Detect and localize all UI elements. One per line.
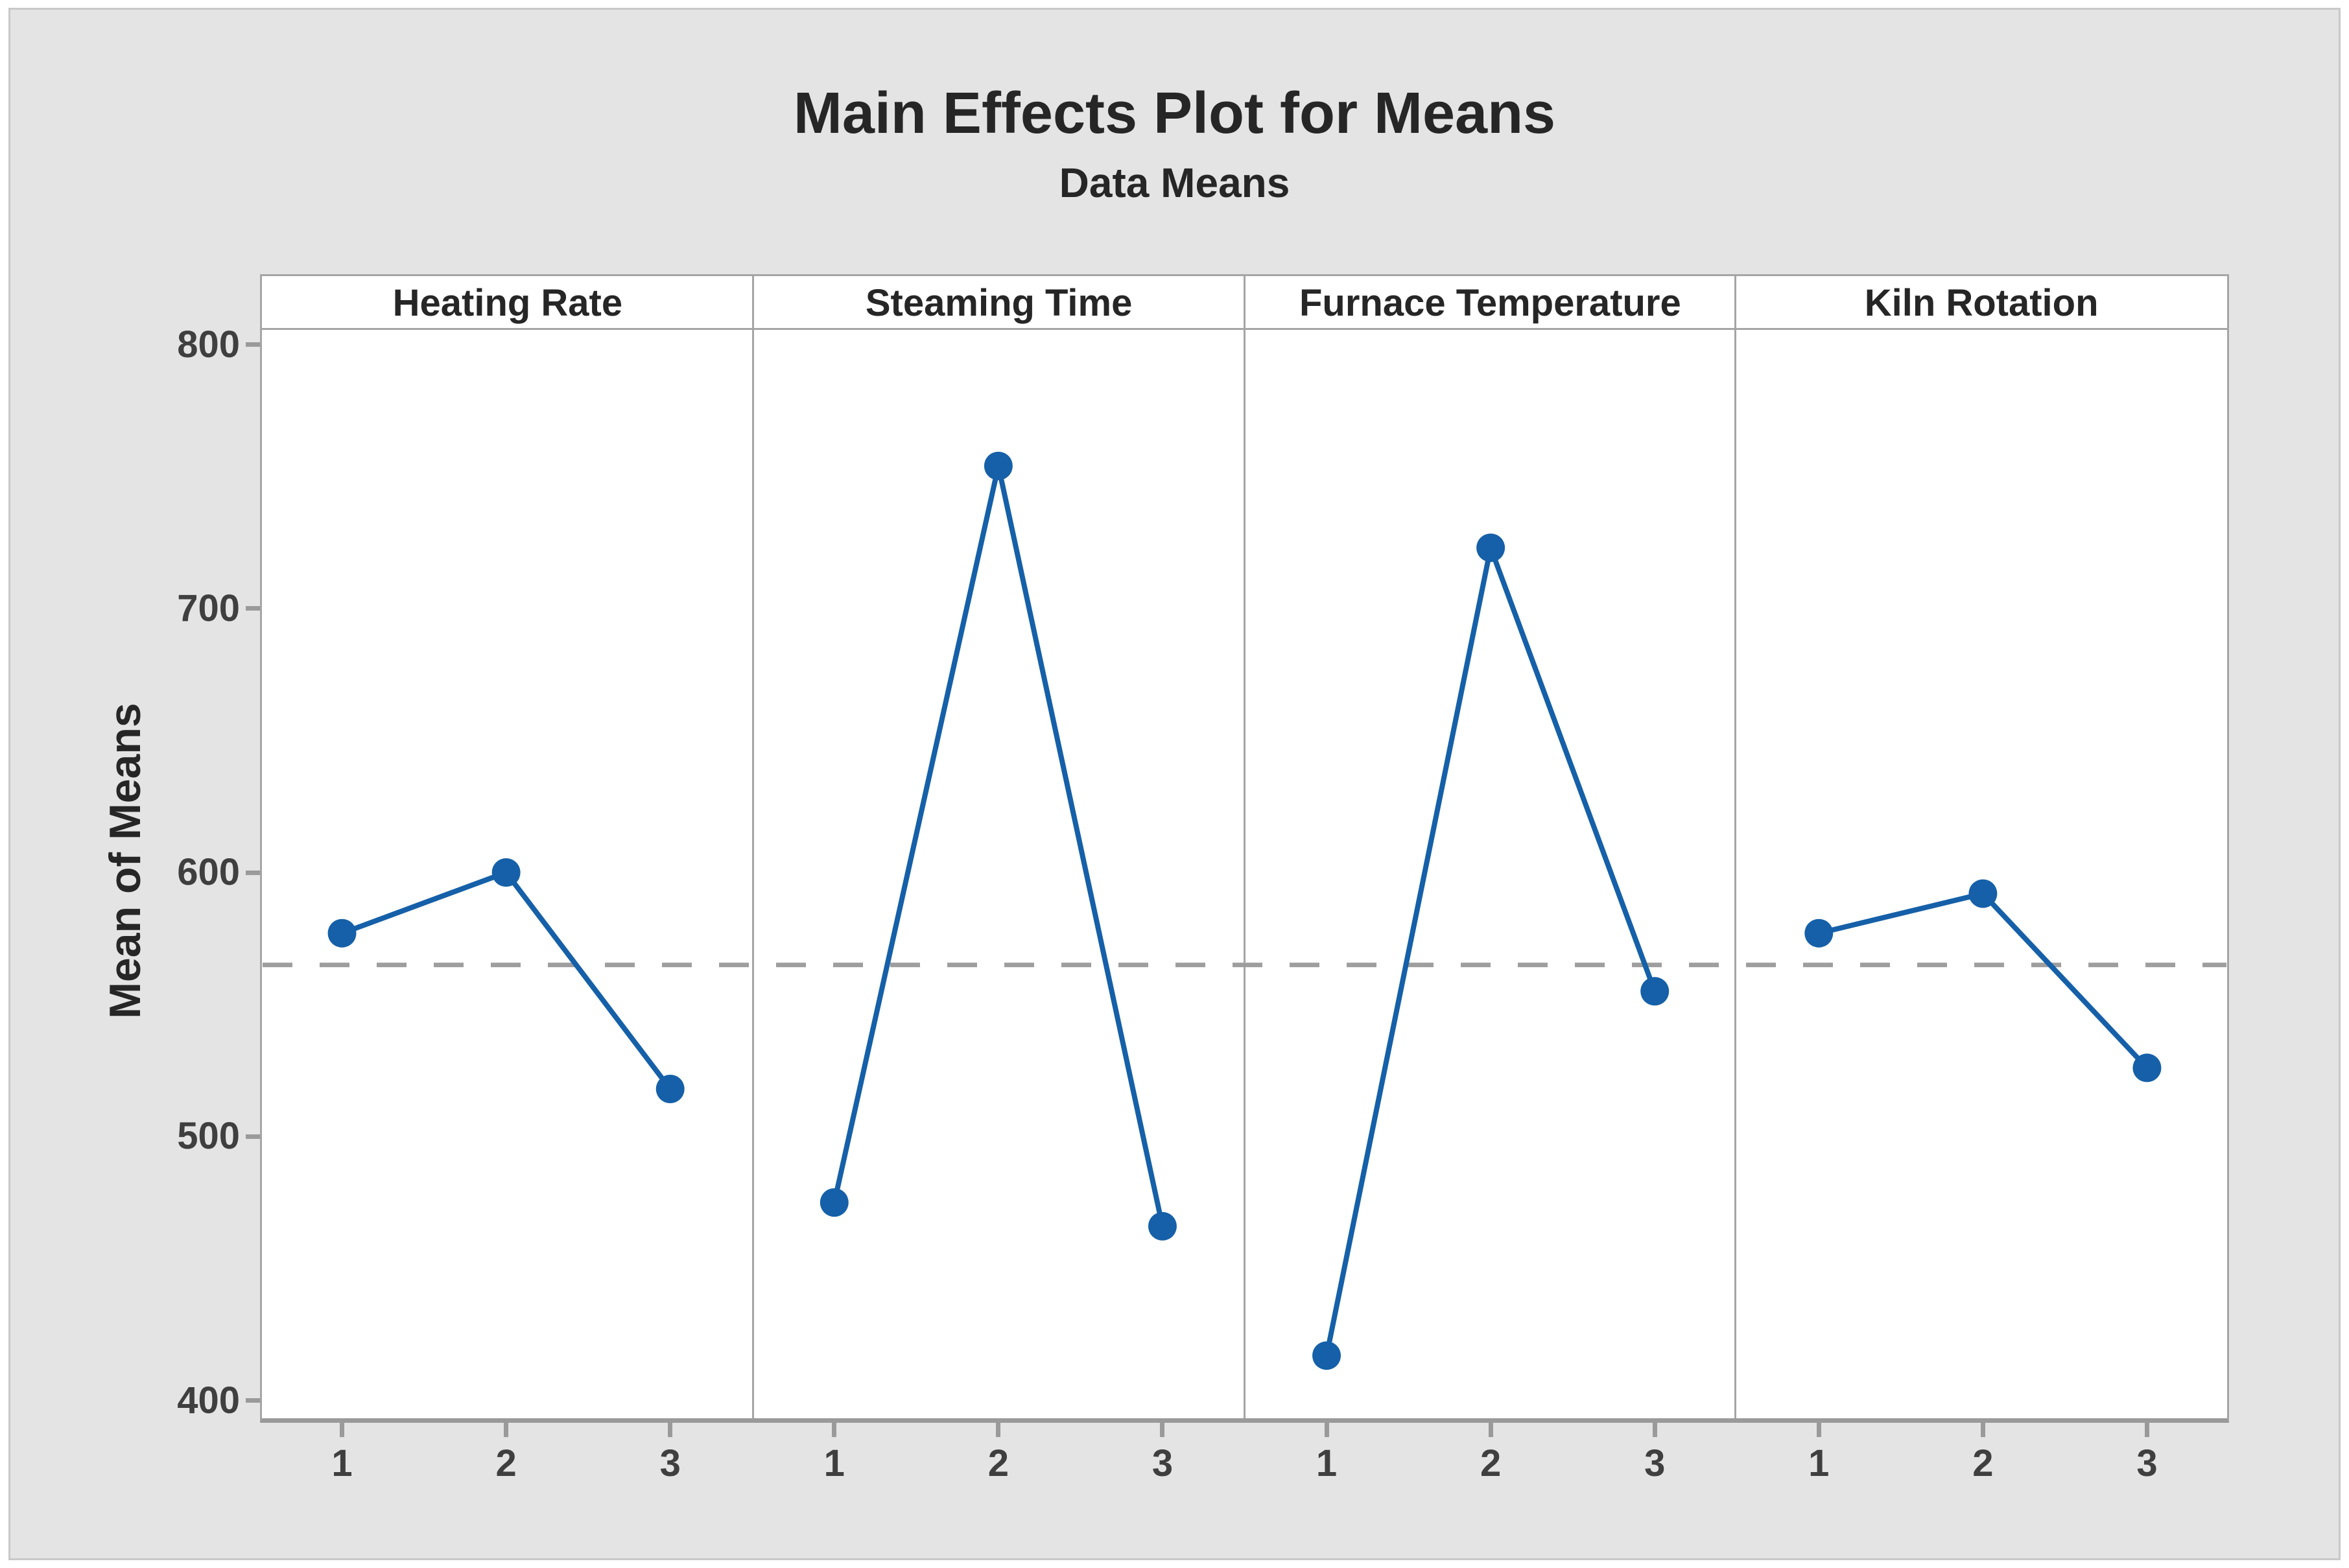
x-tick-label: 2 <box>1972 1442 1994 1484</box>
data-point <box>655 1074 685 1103</box>
y-tick-label: 700 <box>177 587 240 629</box>
x-tick-label: 3 <box>1644 1442 1666 1484</box>
x-tick-label: 3 <box>2136 1442 2158 1484</box>
plot-area: Heating Rate Steaming Time Furnace Tempe… <box>260 274 2229 1423</box>
x-tick-mark <box>2144 1423 2149 1437</box>
chart-subtitle: Data Means <box>1059 159 1290 206</box>
x-tick-mark <box>1816 1423 1821 1437</box>
x-tick-label: 3 <box>659 1442 681 1484</box>
series-line-heating-rate <box>341 869 672 1091</box>
x-tick-mark <box>1652 1423 1657 1437</box>
x-tick-mark <box>832 1423 837 1437</box>
series-line-steaming-time <box>831 465 1165 1227</box>
x-tick-mark <box>1324 1423 1329 1437</box>
data-point <box>984 451 1013 480</box>
data-point <box>1148 1211 1177 1241</box>
x-tick-label: 2 <box>1480 1442 1502 1484</box>
data-point <box>1476 533 1505 563</box>
series-line-kiln-rotation <box>1818 891 2149 1070</box>
x-tick-mark <box>340 1423 345 1437</box>
data-point <box>1968 879 1998 908</box>
x-tick-mark <box>668 1423 673 1437</box>
y-tick-label: 800 <box>177 323 240 366</box>
x-tick-label: 1 <box>1808 1442 1830 1484</box>
x-tick-label: 1 <box>1316 1442 1338 1484</box>
data-point <box>1640 977 1670 1006</box>
y-tick-mark <box>246 1134 260 1139</box>
x-tick-mark <box>504 1423 509 1437</box>
x-tick-mark <box>996 1423 1001 1437</box>
figure: Main Effects Plot for Means Data Means M… <box>8 8 2341 1560</box>
x-tick-label: 2 <box>495 1442 517 1484</box>
panel-header-steaming-time: Steaming Time <box>865 282 1133 324</box>
panel-header-heating-rate: Heating Rate <box>392 282 623 324</box>
y-tick-mark <box>246 1398 260 1403</box>
y-tick-mark <box>246 342 260 347</box>
y-tick-label: 400 <box>177 1379 240 1422</box>
data-point <box>1312 1341 1341 1370</box>
x-tick-mark <box>1488 1423 1493 1437</box>
x-tick-label: 1 <box>331 1442 353 1484</box>
panel-separator <box>1734 276 1737 1418</box>
x-tick-mark <box>1980 1423 1985 1437</box>
data-point <box>2132 1053 2162 1082</box>
x-tick-mark <box>1160 1423 1165 1437</box>
series-line-furnace-temperature <box>1324 538 1657 1357</box>
main-effects-chart <box>263 451 2226 1370</box>
panel-header-kiln-rotation: Kiln Rotation <box>1864 282 2099 324</box>
data-point <box>820 1188 849 1217</box>
chart-title: Main Effects Plot for Means <box>793 81 1556 146</box>
x-tick-label: 1 <box>823 1442 845 1484</box>
x-tick-label: 3 <box>1151 1442 1174 1484</box>
panel-separator <box>751 276 754 1418</box>
y-tick-label: 500 <box>177 1115 240 1158</box>
y-tick-label: 600 <box>177 851 240 894</box>
x-tick-label: 2 <box>987 1442 1009 1484</box>
panel-separator <box>1243 276 1245 1418</box>
y-tick-mark <box>246 606 260 611</box>
panel-header-furnace-temperature: Furnace Temperature <box>1299 282 1681 324</box>
data-point <box>327 919 357 948</box>
y-tick-mark <box>246 870 260 875</box>
data-point <box>1804 919 1834 948</box>
data-point <box>491 858 521 887</box>
